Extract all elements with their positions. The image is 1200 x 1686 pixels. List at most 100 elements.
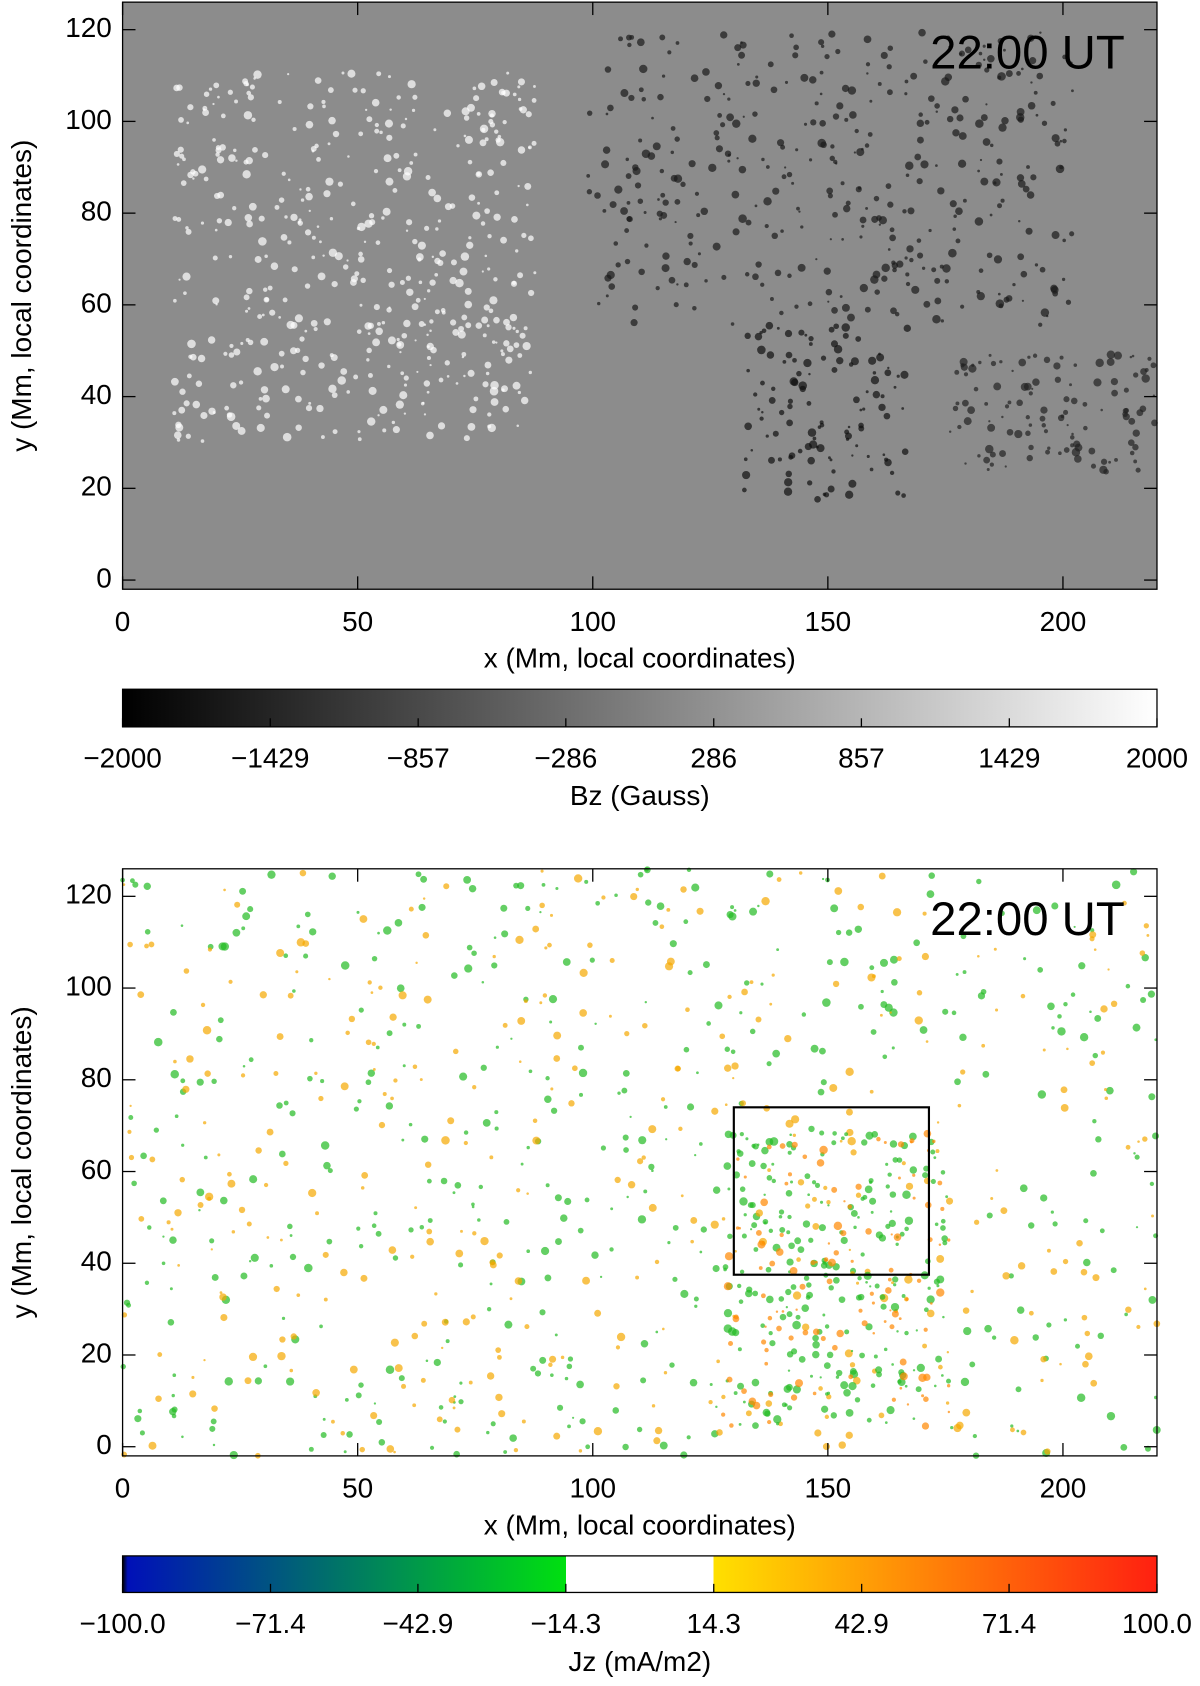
texture-dot bbox=[211, 1405, 218, 1412]
texture-dot bbox=[1029, 57, 1037, 65]
texture-dot bbox=[935, 164, 938, 167]
texture-dot bbox=[438, 377, 444, 383]
texture-dot bbox=[996, 158, 1003, 165]
texture-dot bbox=[179, 1176, 185, 1183]
texture-dot bbox=[311, 235, 316, 240]
texture-dot bbox=[209, 1425, 216, 1432]
texture-dot bbox=[373, 304, 380, 311]
texture-dot bbox=[433, 194, 442, 203]
texture-dot bbox=[887, 45, 894, 51]
texture-dot bbox=[614, 1176, 621, 1184]
texture-dot bbox=[625, 173, 632, 179]
texture-dot bbox=[812, 1222, 820, 1230]
texture-dot bbox=[723, 1267, 727, 1272]
texture-dot bbox=[567, 1424, 571, 1429]
texture-dot bbox=[131, 1180, 137, 1187]
texture-dot bbox=[868, 356, 877, 365]
texture-dot bbox=[305, 404, 313, 412]
texture-dot bbox=[1151, 419, 1158, 427]
texture-dot bbox=[1070, 992, 1076, 997]
texture-dot bbox=[960, 1069, 966, 1075]
texture-dot bbox=[584, 1197, 590, 1203]
texture-dot bbox=[836, 102, 844, 110]
texture-dot bbox=[377, 931, 380, 935]
texture-dot bbox=[795, 1308, 798, 1311]
texture-dot bbox=[1034, 263, 1039, 267]
texture-dot bbox=[1110, 1267, 1117, 1274]
texture-dot bbox=[1097, 1332, 1104, 1340]
texture-dot bbox=[766, 351, 775, 359]
texture-dot bbox=[932, 1139, 936, 1144]
texture-dot bbox=[251, 117, 256, 122]
texture-dot bbox=[1128, 417, 1136, 425]
texture-dot bbox=[960, 1377, 970, 1387]
texture-dot bbox=[366, 358, 370, 362]
texture-dot bbox=[683, 282, 689, 288]
texture-dot bbox=[579, 1418, 586, 1425]
texture-dot bbox=[786, 171, 793, 178]
texture-dot bbox=[763, 1221, 767, 1225]
texture-dot bbox=[329, 217, 334, 221]
texture-dot bbox=[372, 338, 381, 347]
texture-dot bbox=[1020, 67, 1024, 71]
texture-dot bbox=[550, 1373, 554, 1377]
texture-dot bbox=[739, 1269, 745, 1274]
texture-dot bbox=[786, 1311, 793, 1318]
texture-dot bbox=[304, 911, 311, 918]
texture-dot bbox=[995, 1008, 999, 1012]
texture-dot bbox=[869, 1291, 874, 1296]
texture-dot bbox=[191, 1375, 195, 1379]
texture-dot bbox=[314, 143, 319, 149]
texture-dot bbox=[717, 113, 723, 118]
texture-dot bbox=[248, 1057, 254, 1063]
texture-dot bbox=[1012, 282, 1016, 287]
texture-dot bbox=[282, 432, 292, 442]
texture-dot bbox=[143, 882, 151, 890]
texture-dot bbox=[299, 336, 305, 342]
texture-dot bbox=[260, 386, 269, 394]
texture-dot bbox=[414, 1206, 418, 1210]
texture-dot bbox=[989, 213, 993, 217]
texture-dot bbox=[832, 211, 838, 218]
texture-dot bbox=[438, 1405, 444, 1410]
texture-dot bbox=[645, 899, 652, 906]
texture-dot bbox=[946, 1197, 954, 1205]
texture-dot bbox=[1125, 1306, 1132, 1313]
texture-dot bbox=[795, 1314, 801, 1320]
colorbar-tick-label: −71.4 bbox=[235, 1608, 306, 1639]
texture-dot bbox=[667, 1241, 671, 1245]
texture-dot bbox=[187, 339, 196, 349]
texture-dot bbox=[540, 869, 544, 873]
texture-dot bbox=[364, 219, 373, 228]
texture-dot bbox=[340, 1268, 348, 1277]
texture-dot bbox=[893, 1233, 902, 1241]
texture-dot bbox=[742, 1400, 746, 1404]
texture-dot bbox=[185, 433, 191, 439]
texture-dot bbox=[420, 875, 428, 883]
texture-dot bbox=[1113, 351, 1123, 360]
texture-dot bbox=[990, 143, 994, 148]
texture-dot bbox=[429, 329, 432, 333]
texture-dot bbox=[911, 285, 920, 294]
texture-dot bbox=[593, 1427, 603, 1436]
texture-dot bbox=[409, 161, 414, 165]
texture-dot bbox=[890, 1302, 900, 1312]
texture-dot bbox=[909, 1138, 915, 1144]
texture-dot bbox=[923, 1307, 929, 1313]
texture-dot bbox=[740, 41, 743, 44]
texture-dot bbox=[170, 1070, 179, 1079]
texture-dot bbox=[519, 106, 527, 114]
texture-dot bbox=[840, 1136, 845, 1141]
texture-dot bbox=[533, 271, 537, 275]
texture-dot bbox=[314, 77, 322, 84]
texture-dot bbox=[463, 1140, 468, 1146]
texture-dot bbox=[204, 1070, 211, 1077]
texture-dot bbox=[855, 444, 859, 448]
texture-dot bbox=[162, 1235, 165, 1238]
texture-dot bbox=[233, 348, 241, 356]
texture-dot bbox=[694, 1153, 697, 1157]
texture-dot bbox=[848, 479, 857, 488]
texture-dot bbox=[891, 262, 899, 269]
texture-dot bbox=[986, 1212, 993, 1219]
texture-dot bbox=[331, 280, 338, 288]
